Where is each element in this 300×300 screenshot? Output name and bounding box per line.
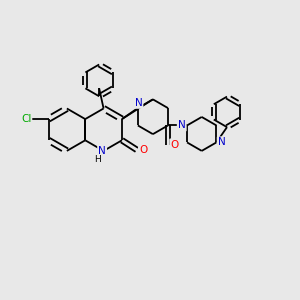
Text: N: N bbox=[218, 137, 226, 147]
Text: O: O bbox=[139, 145, 147, 155]
Text: N: N bbox=[135, 98, 142, 108]
Text: Cl: Cl bbox=[21, 114, 31, 124]
Text: O: O bbox=[170, 140, 178, 149]
Text: N: N bbox=[178, 120, 186, 130]
Text: H: H bbox=[94, 154, 100, 164]
Text: N: N bbox=[98, 146, 106, 156]
